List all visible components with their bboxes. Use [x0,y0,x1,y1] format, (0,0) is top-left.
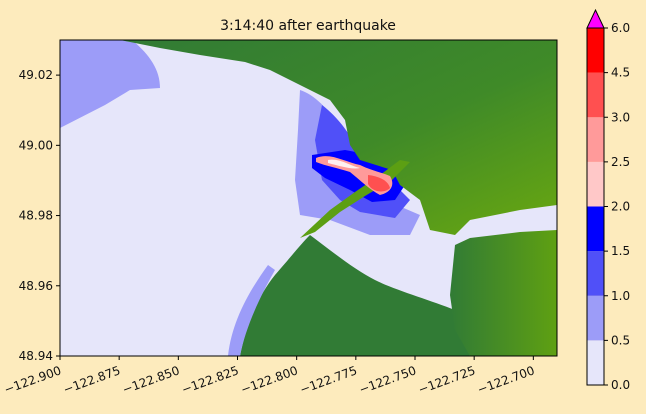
plot-frame [59,39,558,357]
colorbar-label: 1.0 [611,289,630,303]
colorbar-label: 6.0 [611,21,630,35]
land-north [120,40,557,235]
y-tick-label: 48.98 [19,209,53,223]
colorbar-label: 2.0 [611,200,630,214]
x-tick-label: −122.875 [61,363,122,397]
y-tick-label: 48.94 [19,349,53,363]
map-area [60,40,557,356]
colorbar-segment [587,340,604,385]
colorbar-segment [587,28,604,73]
colorbar-extend-arrow [586,8,605,29]
colorbar-label: 0.5 [611,333,630,347]
wave-region-south [228,265,275,356]
x-tick-label: −122.825 [180,363,241,397]
y-axis: 49.02 49.00 48.98 48.96 48.94 [19,68,60,363]
land-southeast [450,230,557,356]
colorbar-label: 1.5 [611,244,630,258]
colorbar-segment [587,117,604,162]
colorbar-segment [587,295,604,341]
colorbar-segment [587,161,604,207]
x-tick-label: −122.850 [121,363,182,397]
colorbar-segment [587,251,604,296]
colorbar-segment [587,72,604,118]
x-tick-label: −122.750 [357,363,418,397]
x-tick-label: −122.725 [416,363,477,397]
colorbar-label: 2.5 [611,155,630,169]
colorbar-segment [587,206,604,252]
colorbar: 0.0 0.5 1.0 1.5 2.0 2.5 3.0 4.5 6.0 [586,8,630,392]
wave-region-red [368,175,390,192]
wave-region-upper-left [60,40,160,128]
chart-title: 3:14:40 after earthquake [220,18,396,34]
land-southwest [240,235,470,356]
x-axis: −122.900−122.875−122.850−122.825−122.800… [2,356,536,397]
colorbar-label: 4.5 [611,66,630,80]
wave-region-white [328,159,360,169]
y-tick-label: 49.02 [19,68,53,82]
y-tick-label: 49.00 [19,138,53,152]
x-tick-label: −122.775 [298,363,359,397]
colorbar-label: 3.0 [611,110,630,124]
x-tick-label: −122.900 [2,363,63,397]
colorbar-label: 0.0 [611,378,630,392]
x-tick-label: −122.700 [476,363,537,397]
y-tick-label: 48.96 [19,279,53,293]
x-tick-label: −122.800 [239,363,300,397]
